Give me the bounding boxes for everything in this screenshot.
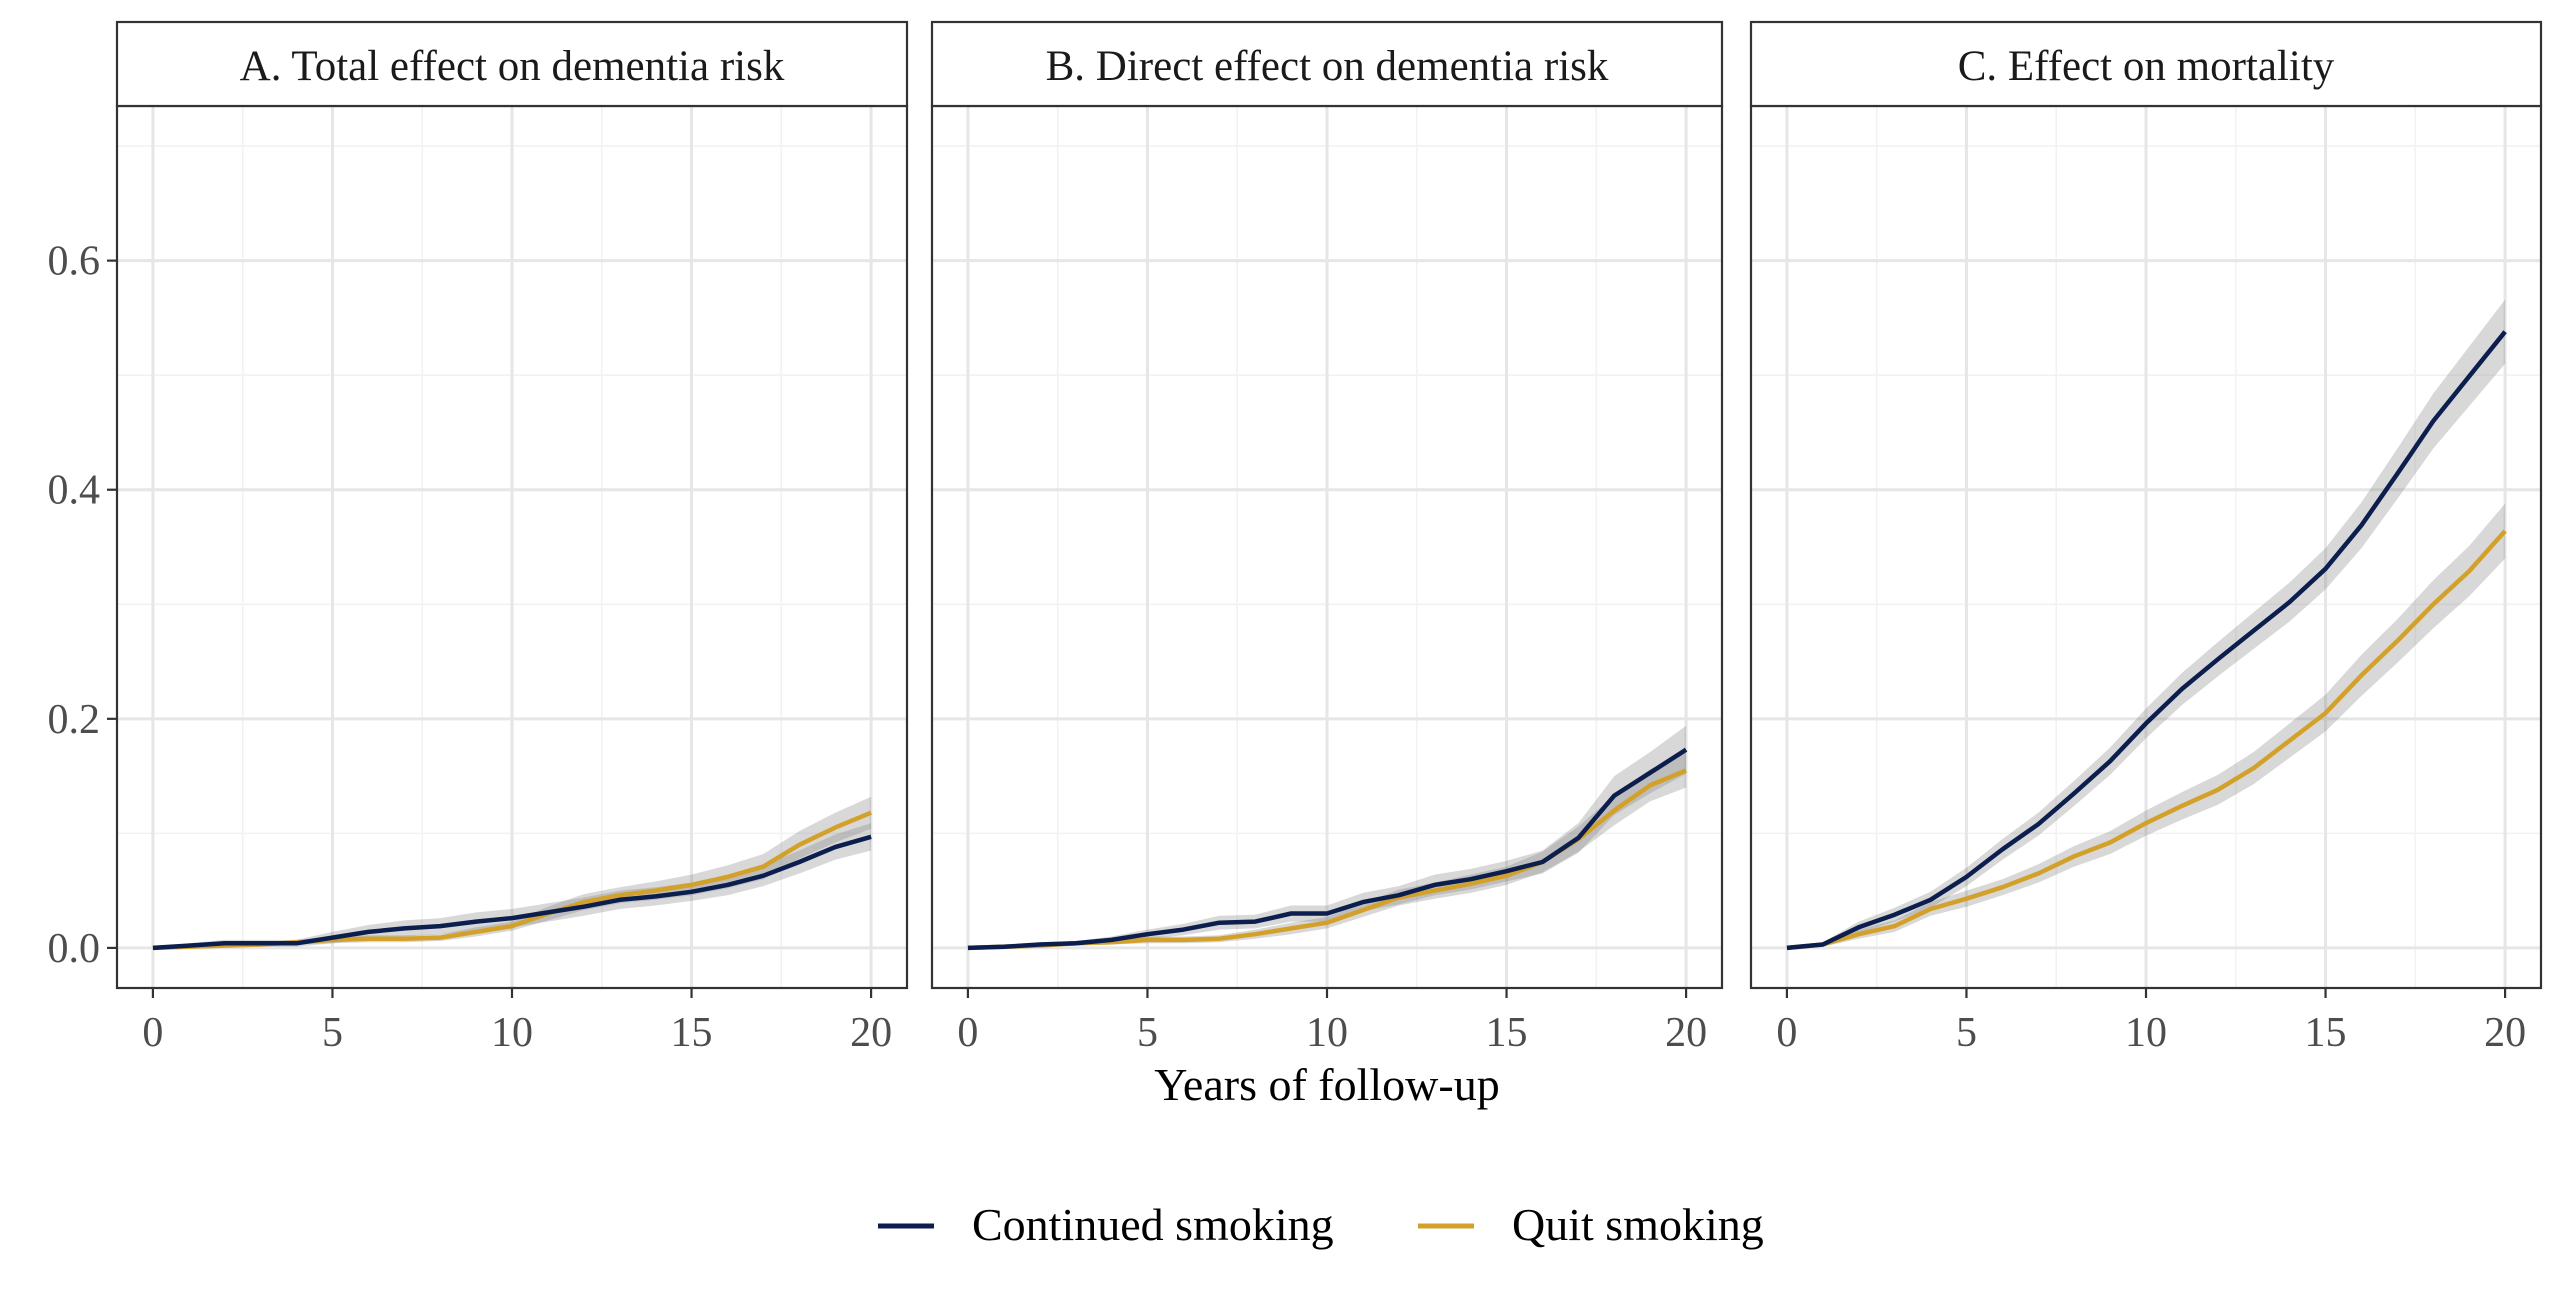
x-tick-label: 0: [957, 1010, 978, 1056]
x-tick-label: 15: [2305, 1010, 2347, 1056]
x-tick-label: 15: [671, 1010, 713, 1056]
y-tick-label: 0.6: [48, 239, 101, 285]
y-tick-label: 0.4: [48, 468, 101, 514]
x-tick-label: 5: [322, 1010, 343, 1056]
x-tick-label: 10: [2125, 1010, 2167, 1056]
x-tick-label: 10: [491, 1010, 533, 1056]
x-tick-label: 0: [142, 1010, 163, 1056]
legend-label: Continued smoking: [972, 1199, 1334, 1250]
x-tick-label: 5: [1956, 1010, 1977, 1056]
x-axis-title: Years of follow-up: [1154, 1059, 1499, 1110]
panel-3: C. Effect on mortality 0 5 10 15 20: [1749, 20, 2543, 1056]
x-tick-label: 20: [850, 1010, 892, 1056]
series-line: [1786, 330, 2507, 951]
legend-item: Quit smoking: [1418, 1199, 1764, 1250]
panel-title: A. Total effect on dementia risk: [240, 43, 785, 90]
x-tick-label: 20: [2484, 1010, 2526, 1056]
strip-background: [930, 20, 1724, 108]
panel-2: B. Direct effect on dementia risk 0 5 10 15 2…: [930, 20, 1724, 1056]
confidence-band: [152, 796, 872, 948]
x-tick-label: 15: [1486, 1010, 1528, 1056]
legend-item: Continued smoking: [878, 1199, 1334, 1250]
chart-panels: A. Total effect on dementia risk 0 5 10 15 20…: [115, 20, 2543, 1056]
y-axis: 0.0 0.2 0.4 0.6: [48, 239, 117, 972]
panel-1: A. Total effect on dementia risk 0 5 10 15 20: [115, 20, 909, 1056]
y-tick-label: 0.2: [48, 697, 101, 743]
legend: Continued smoking Quit smoking: [878, 1199, 1764, 1250]
x-tick-label: 0: [1776, 1010, 1797, 1056]
strip-background: [115, 20, 909, 108]
series-line: [967, 747, 1688, 951]
x-tick-label: 20: [1665, 1010, 1707, 1056]
series-line: [152, 834, 872, 951]
x-tick-label: 5: [1137, 1010, 1158, 1056]
panel-title: B. Direct effect on dementia risk: [1046, 43, 1609, 90]
x-tick-label: 10: [1306, 1010, 1348, 1056]
strip-background: [1749, 20, 2543, 108]
y-tick-label: 0.0: [48, 926, 101, 972]
legend-label: Quit smoking: [1512, 1199, 1764, 1250]
series-line: [1786, 529, 2507, 951]
panel-title: C. Effect on mortality: [1958, 43, 2335, 90]
